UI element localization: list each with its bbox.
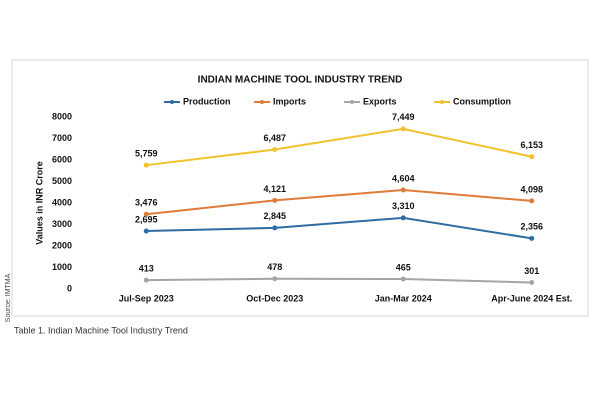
data-label: 2,356 xyxy=(520,222,543,232)
data-point xyxy=(400,187,406,193)
data-label: 465 xyxy=(396,262,411,272)
data-point xyxy=(143,228,149,234)
x-tick-label: Oct-Dec 2023 xyxy=(246,293,303,303)
legend-label: Exports xyxy=(363,96,397,106)
data-point xyxy=(272,147,278,153)
data-point xyxy=(272,225,278,231)
legend-marker xyxy=(260,100,264,104)
data-point xyxy=(400,276,406,282)
data-label: 2,695 xyxy=(135,214,158,224)
data-label: 3,476 xyxy=(135,198,158,208)
data-label: 6,487 xyxy=(263,133,286,143)
data-point xyxy=(529,154,535,160)
y-tick-label: 5000 xyxy=(52,176,72,186)
series-line xyxy=(146,127,532,167)
data-point xyxy=(272,276,278,282)
data-point xyxy=(143,211,149,217)
legend-marker xyxy=(170,100,174,104)
legend-label: Consumption xyxy=(453,96,511,106)
y-tick-label: 1000 xyxy=(52,262,72,272)
data-point xyxy=(529,235,535,241)
x-tick-label: Apr-June 2024 Est. xyxy=(491,293,572,303)
data-point xyxy=(143,277,149,283)
series-line xyxy=(146,277,532,284)
chart-frame xyxy=(11,59,589,317)
legend-marker xyxy=(350,100,354,104)
caption: Table 1. Indian Machine Tool Industry Tr… xyxy=(14,325,188,335)
data-label: 301 xyxy=(524,266,539,276)
data-label: 2,845 xyxy=(263,211,286,221)
x-tick-label: Jul-Sep 2023 xyxy=(119,293,174,303)
y-tick-label: 0 xyxy=(67,283,72,293)
series-line xyxy=(146,189,532,216)
legend-label: Production xyxy=(183,96,231,106)
data-point xyxy=(272,197,278,203)
data-label: 4,098 xyxy=(520,184,543,194)
data-label: 413 xyxy=(139,263,154,273)
y-axis-title: Values in INR Crore xyxy=(34,161,44,245)
data-point xyxy=(400,215,406,221)
data-label: 478 xyxy=(267,262,282,272)
data-label: 4,121 xyxy=(263,184,286,194)
y-tick-label: 2000 xyxy=(52,240,72,250)
y-tick-label: 3000 xyxy=(52,219,72,229)
chart-title: INDIAN MACHINE TOOL INDUSTRY TREND xyxy=(198,75,403,86)
data-label: 4,604 xyxy=(392,173,415,183)
y-tick-label: 4000 xyxy=(52,197,72,207)
legend-marker xyxy=(440,100,444,104)
x-tick-label: Jan-Mar 2024 xyxy=(375,293,432,303)
y-tick-label: 6000 xyxy=(52,154,72,164)
data-label: 3,310 xyxy=(392,201,415,211)
data-point xyxy=(529,280,535,286)
y-tick-label: 8000 xyxy=(52,111,72,121)
data-label: 7,449 xyxy=(392,112,415,122)
y-tick-label: 7000 xyxy=(52,133,72,143)
data-point xyxy=(143,162,149,168)
data-point xyxy=(529,198,535,204)
source: Source: IMTMA xyxy=(5,273,12,322)
legend-label: Imports xyxy=(273,96,306,106)
data-point xyxy=(400,126,406,132)
data-label: 6,153 xyxy=(520,140,543,150)
series-line xyxy=(146,216,532,240)
data-label: 5,759 xyxy=(135,149,158,159)
